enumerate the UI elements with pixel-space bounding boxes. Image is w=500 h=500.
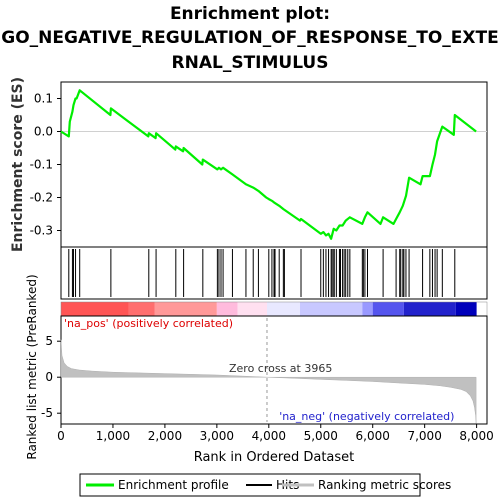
x-tick-label: 6,000 bbox=[356, 429, 390, 443]
ranking-color-segment bbox=[61, 302, 129, 316]
x-tick-label: 0 bbox=[57, 429, 65, 443]
metric-ytick-label: -5 bbox=[41, 406, 53, 420]
ranking-color-segment bbox=[128, 302, 155, 316]
es-ytick-label: -0.2 bbox=[30, 191, 53, 205]
x-tick-label: 4,000 bbox=[252, 429, 286, 443]
chart-title-line-1: Enrichment plot: bbox=[169, 4, 331, 24]
ranking-metric-area bbox=[60, 339, 477, 424]
ranking-color-segment bbox=[154, 302, 217, 316]
metric-ytick-label: 5 bbox=[45, 334, 53, 348]
ranking-color-segment bbox=[266, 302, 300, 316]
x-tick-label: 8,000 bbox=[459, 429, 493, 443]
enrichment-profile-line bbox=[60, 89, 477, 240]
ranking-color-segment bbox=[372, 302, 404, 316]
x-axis-label: Rank in Ordered Dataset bbox=[194, 450, 355, 465]
metric-ylabel: Ranked list metric (PreRanked) bbox=[25, 274, 39, 459]
es-ytick-label: 0.0 bbox=[34, 125, 53, 139]
es-ylabel: Enrichment score (ES) bbox=[10, 77, 26, 252]
x-tick-label: 5,000 bbox=[304, 429, 338, 443]
chart-title-line-2: GO_NEGATIVE_REGULATION_OF_RESPONSE_TO_EX… bbox=[1, 28, 499, 48]
es-ytick-label: 0.1 bbox=[34, 92, 53, 106]
ranking-color-segment bbox=[362, 302, 373, 316]
ranking-color-segment bbox=[455, 302, 477, 316]
ranking-color-segment bbox=[299, 302, 363, 316]
metric-ytick-label: 0 bbox=[45, 370, 53, 384]
ranking-color-segment bbox=[403, 302, 456, 316]
es-ytick-label: -0.3 bbox=[30, 224, 53, 238]
legend-label-metric: Ranking metric scores bbox=[318, 478, 451, 492]
es-ytick-label: -0.1 bbox=[30, 158, 53, 172]
ranking-color-segment bbox=[237, 302, 267, 316]
x-tick-label: 3,000 bbox=[200, 429, 234, 443]
x-tick-label: 7,000 bbox=[407, 429, 441, 443]
legend-label-enrichment: Enrichment profile bbox=[118, 478, 229, 492]
zero-cross-label: Zero cross at 3965 bbox=[229, 362, 332, 375]
x-tick-label: 2,000 bbox=[148, 429, 182, 443]
ranking-color-segment bbox=[216, 302, 238, 316]
na-neg-label: 'na_neg' (negatively correlated) bbox=[279, 410, 454, 423]
es-plot-frame bbox=[60, 81, 488, 248]
na-pos-label: 'na_pos' (positively correlated) bbox=[64, 317, 233, 330]
metric-plot-frame bbox=[60, 315, 488, 425]
chart-title-line-3: RNAL_STIMULUS bbox=[171, 53, 329, 73]
x-tick-label: 1,000 bbox=[96, 429, 130, 443]
